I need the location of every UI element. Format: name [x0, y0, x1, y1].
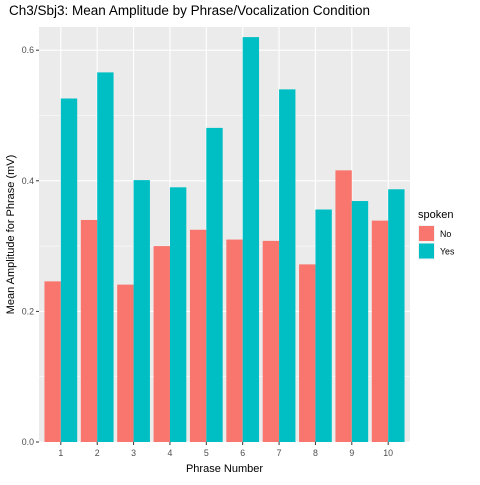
- bar-yes: [351, 201, 369, 442]
- x-axis: 1 2 3 4 5 6 7 8 9 10: [58, 442, 393, 458]
- legend: spoken No Yes: [418, 209, 455, 260]
- bar-no: [80, 219, 98, 442]
- bar-yes: [315, 209, 332, 442]
- bar-yes: [60, 98, 78, 443]
- x-axis-title: Phrase Number: [186, 463, 263, 475]
- x-tick-label: 4: [167, 448, 172, 458]
- bar-no: [117, 284, 134, 442]
- bar-no: [262, 240, 280, 442]
- chart-title: Ch3/Sbj3: Mean Amplitude by Phrase/Vocal…: [9, 3, 370, 18]
- bar-no: [371, 220, 389, 442]
- bar-yes: [388, 189, 405, 442]
- y-tick-label: 0.0: [22, 437, 34, 447]
- bar-yes: [169, 187, 187, 442]
- bar-no: [153, 246, 170, 442]
- legend-key-no: [419, 226, 434, 241]
- legend-label-no: No: [440, 229, 451, 239]
- bar-no: [335, 170, 352, 442]
- y-axis: 0.0 0.2 0.4 0.6: [22, 45, 39, 447]
- bar-yes: [206, 127, 223, 442]
- bar-yes: [97, 72, 114, 442]
- x-tick-label: 9: [349, 448, 354, 458]
- bar-yes: [133, 180, 150, 443]
- legend-key-yes: [419, 243, 434, 259]
- x-tick-label: 8: [313, 448, 318, 458]
- bar-no: [44, 281, 61, 442]
- x-tick-label: 5: [204, 448, 209, 458]
- x-tick-label: 1: [58, 448, 63, 458]
- y-tick-label: 0.2: [22, 306, 34, 316]
- x-tick-label: 6: [240, 448, 245, 458]
- x-tick-label: 2: [95, 448, 100, 458]
- x-tick-label: 3: [131, 448, 136, 458]
- bars: [44, 37, 405, 443]
- y-axis-title: Mean Amplitude for Phrase (mV): [5, 155, 17, 315]
- x-tick-label: 10: [383, 448, 393, 458]
- legend-title: spoken: [418, 209, 453, 221]
- y-tick-label: 0.4: [22, 176, 34, 186]
- x-tick-label: 7: [277, 448, 282, 458]
- bar-no: [226, 239, 243, 442]
- bar-no: [189, 229, 207, 442]
- bar-no: [299, 264, 316, 442]
- y-tick-label: 0.6: [22, 45, 34, 55]
- bar-yes: [279, 89, 296, 442]
- legend-label-yes: Yes: [440, 247, 455, 257]
- bar-yes: [242, 37, 260, 443]
